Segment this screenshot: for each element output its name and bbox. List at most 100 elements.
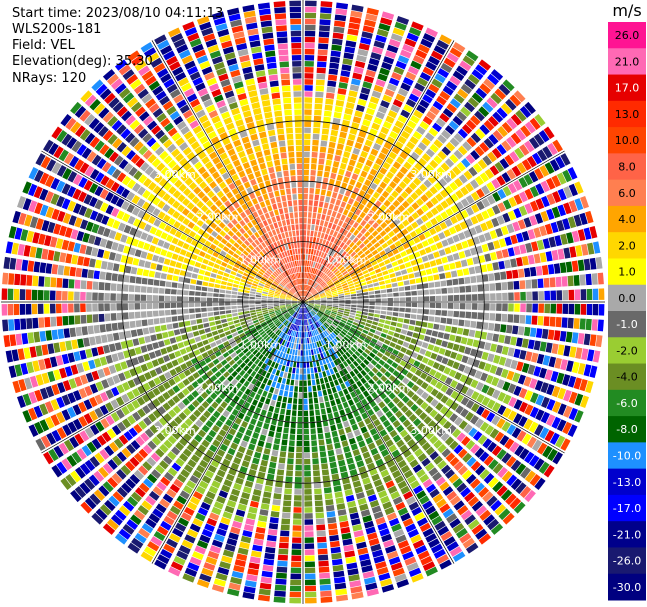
range-gate <box>241 324 248 329</box>
ray <box>8 226 303 302</box>
range-gate <box>498 334 506 344</box>
range-gate <box>211 584 225 593</box>
range-gate <box>279 324 284 330</box>
range-gate <box>520 291 526 301</box>
range-gate <box>505 456 517 468</box>
range-gate <box>94 452 105 464</box>
range-gate <box>230 576 243 585</box>
range-gate <box>304 464 311 471</box>
range-gate <box>429 368 437 377</box>
range-gate <box>500 271 507 280</box>
range-gate <box>256 289 263 293</box>
range-gate <box>573 214 582 227</box>
range-gate <box>350 251 357 258</box>
range-gate <box>304 501 313 507</box>
range-gate <box>502 394 512 405</box>
ray <box>2 272 303 302</box>
range-gate <box>335 283 341 288</box>
range-gate <box>310 288 315 293</box>
range-gate <box>308 349 312 356</box>
range-gate <box>385 480 395 489</box>
range-gate <box>105 240 114 250</box>
range-gate <box>413 109 424 119</box>
range-gate <box>416 77 429 87</box>
range-gate <box>77 255 85 266</box>
range-gate <box>352 335 358 341</box>
range-gate <box>445 398 454 408</box>
range-gate <box>262 311 269 315</box>
range-gate <box>121 405 130 416</box>
range-gate <box>550 221 559 234</box>
range-gate <box>416 354 424 362</box>
range-gate <box>68 303 74 313</box>
range-gate <box>255 299 261 302</box>
range-gate <box>509 497 522 510</box>
range-gate <box>330 361 336 368</box>
range-gate <box>468 166 478 177</box>
range-gate <box>540 411 550 424</box>
range-gate <box>402 449 412 458</box>
range-gate <box>399 292 405 297</box>
range-gate <box>339 300 345 302</box>
range-gate <box>521 433 532 445</box>
range-gate <box>261 304 267 307</box>
range-gate <box>281 402 287 409</box>
range-gate <box>231 370 238 378</box>
range-gate <box>528 421 539 433</box>
range-gate <box>392 176 401 184</box>
range-gate <box>372 191 380 199</box>
range-gate <box>284 384 290 391</box>
range-gate <box>324 165 331 172</box>
range-gate <box>247 321 254 326</box>
range-gate <box>414 187 423 197</box>
range-gate <box>502 512 515 525</box>
range-gate <box>298 319 301 326</box>
range-gate <box>455 65 468 77</box>
range-gate <box>45 206 55 219</box>
range-gate <box>320 258 325 265</box>
range-gate <box>390 104 401 113</box>
range-gate <box>252 349 259 356</box>
range-gate <box>452 523 465 534</box>
range-gate <box>258 375 265 382</box>
ray <box>303 69 504 302</box>
range-gate <box>444 185 454 195</box>
range-gate <box>392 496 403 505</box>
range-gate <box>360 282 367 286</box>
range-gate <box>173 268 181 275</box>
range-gate <box>342 538 353 546</box>
range-gate <box>375 458 384 467</box>
range-gate <box>517 219 526 230</box>
range-gate <box>312 458 319 465</box>
range-gate <box>148 244 156 253</box>
range-gate <box>236 553 248 561</box>
range-gate <box>265 442 272 449</box>
range-gate <box>381 343 389 350</box>
range-gate <box>314 323 318 329</box>
range-gate <box>305 278 308 285</box>
range-gate <box>476 393 485 404</box>
range-gate <box>334 14 347 22</box>
range-gate <box>376 226 383 233</box>
range-gate <box>186 480 197 490</box>
range-gate <box>355 104 365 113</box>
range-gate <box>291 311 296 316</box>
range-gate <box>376 246 384 253</box>
range-gate <box>337 274 343 279</box>
range-gate <box>556 419 567 432</box>
range-gate <box>393 302 400 307</box>
range-gate <box>318 347 322 354</box>
range-gate <box>447 310 454 317</box>
range-gate <box>378 261 385 268</box>
range-gate <box>345 297 351 300</box>
range-gate <box>89 383 99 394</box>
range-gate <box>425 164 435 173</box>
range-gate <box>388 556 401 566</box>
range-gate <box>241 354 248 361</box>
range-gate <box>277 554 288 561</box>
range-gate <box>193 409 202 418</box>
range-gate <box>482 101 494 113</box>
range-gate <box>550 290 557 301</box>
range-gate <box>356 293 363 296</box>
range-gate <box>316 263 320 269</box>
